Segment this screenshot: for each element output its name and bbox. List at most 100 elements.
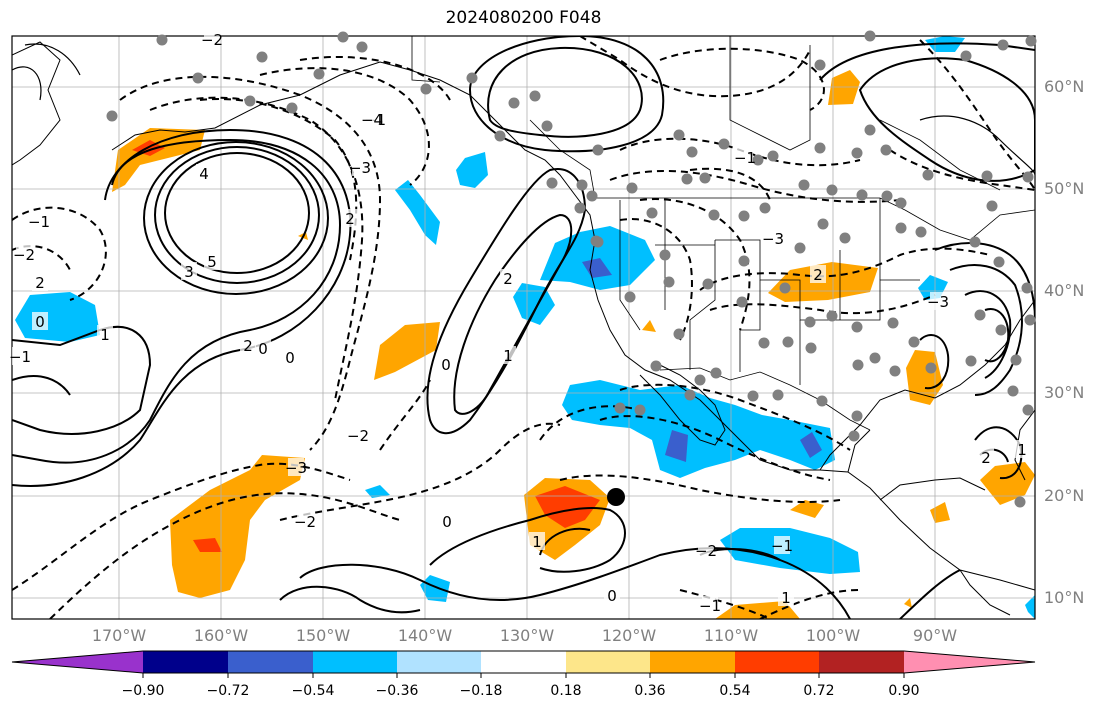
station-marker (686, 146, 698, 158)
station-marker (974, 309, 986, 321)
contour-label: 0 (607, 587, 617, 605)
latitude-label: 20°N (1044, 486, 1085, 505)
colorbar-tick-label: 0.54 (719, 683, 751, 699)
contour-label: 0 (258, 340, 268, 358)
contour-label: −2 (347, 427, 369, 445)
contour-label: 0 (441, 356, 451, 374)
contour-label: 3 (184, 263, 194, 281)
station-marker (960, 50, 972, 62)
contour-label-background (204, 252, 220, 270)
contour-label: −2 (13, 246, 35, 264)
contour-label-background (196, 164, 212, 182)
contour-label: −3 (927, 293, 949, 311)
contour-label: −2 (695, 542, 717, 560)
station-marker (466, 72, 478, 84)
station-marker (993, 256, 1005, 268)
station-marker (759, 202, 771, 214)
latitude-label: 40°N (1044, 281, 1085, 300)
colorbar-segment (819, 651, 904, 673)
contour-label: 1 (1017, 441, 1027, 459)
colorbar-tick-label: 0.18 (550, 683, 582, 699)
colorbar-tick-label: 0.72 (803, 683, 835, 699)
contour-label: −3 (762, 230, 784, 248)
station-marker (673, 129, 685, 141)
station-marker (839, 232, 851, 244)
station-marker (694, 374, 706, 386)
station-marker (965, 355, 977, 367)
station-marker (848, 430, 860, 442)
contour-label: −4 (361, 111, 383, 129)
contour-label-background (1014, 440, 1030, 458)
station-marker (895, 222, 907, 234)
contour-label-background (181, 262, 197, 280)
contour-label-background (529, 532, 545, 550)
station-markers (106, 30, 1037, 508)
longitude-label: 90°W (912, 626, 958, 645)
station-marker (908, 336, 920, 348)
contour-label-background (255, 339, 271, 357)
contour-label: 2 (981, 449, 991, 467)
station-marker (767, 150, 779, 162)
station-marker (826, 310, 838, 322)
zero-contours (12, 43, 1035, 176)
station-marker (880, 144, 892, 156)
station-marker (529, 90, 541, 102)
colorbar-segment (12, 651, 143, 673)
station-marker (1007, 385, 1019, 397)
latitude-label: 50°N (1044, 179, 1085, 198)
positive-contours (12, 36, 1035, 619)
station-marker (814, 142, 826, 154)
contour-label-background (500, 269, 516, 287)
political-borders (411, 36, 1035, 431)
colorbar-segment (481, 651, 566, 673)
station-marker (192, 72, 204, 84)
colorbar-tick-label: 0.90 (888, 683, 920, 699)
contour-label-background (32, 273, 48, 291)
contour-label: 2 (503, 270, 513, 288)
contour-label-background (342, 209, 358, 227)
station-marker (986, 200, 998, 212)
station-marker (826, 184, 838, 196)
station-marker (541, 120, 553, 132)
station-marker (782, 336, 794, 348)
contour-label-background (978, 448, 994, 466)
colorbar-segment (735, 651, 819, 673)
contour-label: 2 (35, 274, 45, 292)
station-marker (851, 410, 863, 422)
contour-label-background (16, 245, 32, 263)
contour-label-background (32, 312, 48, 330)
contour-label: −2 (294, 513, 316, 531)
colorbar-tick-label: −0.54 (291, 683, 335, 699)
station-marker (256, 51, 268, 63)
station-marker (779, 282, 791, 294)
station-marker (673, 328, 685, 340)
station-marker (889, 365, 901, 377)
contour-label-background (604, 586, 620, 604)
station-marker (804, 316, 816, 328)
contour-label: 1 (503, 347, 513, 365)
station-marker (1025, 35, 1037, 47)
station-marker (592, 236, 604, 248)
station-marker (772, 389, 784, 401)
contour-label: 5 (207, 253, 217, 271)
station-marker (997, 39, 1009, 51)
station-marker (106, 110, 118, 122)
longitude-label: 130°W (499, 626, 555, 645)
station-marker (738, 255, 750, 267)
station-marker (699, 172, 711, 184)
station-marker (925, 362, 937, 374)
contour-label: 1 (100, 326, 110, 344)
contour-label: 2 (243, 337, 253, 355)
contour-label: 4 (199, 165, 209, 183)
contour-label-background (810, 265, 826, 283)
station-marker (794, 242, 806, 254)
contour-label: −3 (285, 459, 307, 477)
contour-label-background (500, 346, 516, 364)
contour-label: −1 (28, 213, 50, 231)
colorbar (11, 650, 1036, 678)
contour-label: −1 (699, 597, 721, 615)
contour-labels: 45321000−1−2−2−3−3−4210−1−1−2−3−2210−12−… (9, 30, 1030, 615)
station-marker (856, 189, 868, 201)
colorbar-segment (228, 651, 313, 673)
station-marker (702, 278, 714, 290)
